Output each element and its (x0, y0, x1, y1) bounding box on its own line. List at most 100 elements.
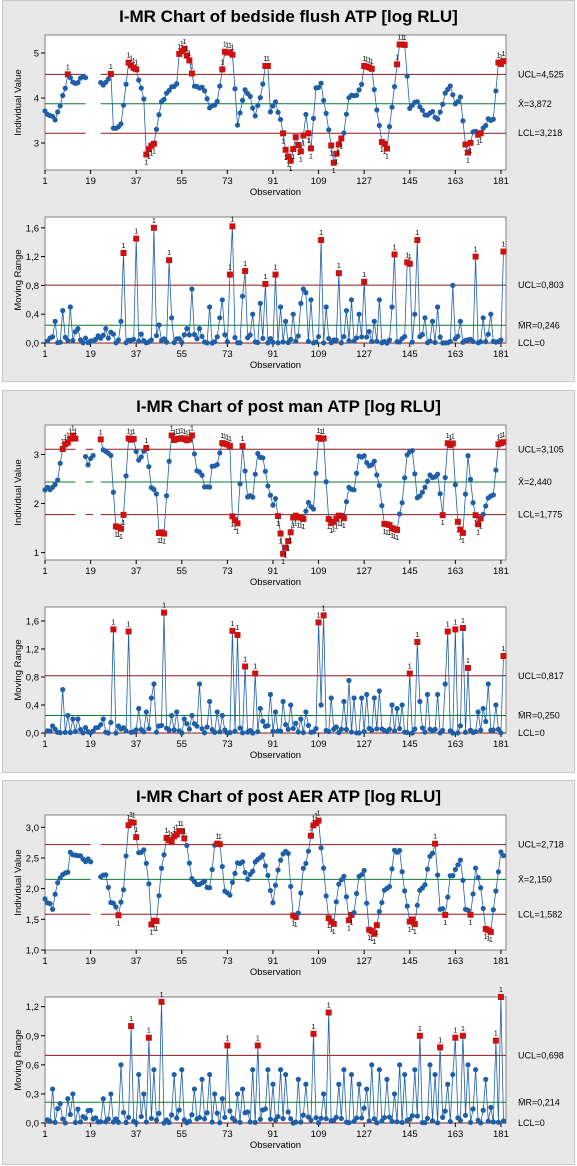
lcl-label: LCL=0 (518, 338, 545, 348)
data-point (341, 333, 347, 340)
out-of-control-point (173, 831, 180, 838)
x-tick-label: 91 (268, 349, 279, 360)
data-point (300, 865, 306, 871)
data-point (265, 723, 271, 729)
data-point (133, 727, 139, 733)
test-label: 1 (337, 263, 341, 270)
test-label: 1 (385, 154, 389, 161)
y-tick-label: 0,3 (26, 1089, 39, 1100)
test-label: 1 (220, 59, 224, 66)
out-of-control-point (143, 151, 150, 158)
out-of-control-point (181, 45, 188, 52)
data-point (98, 1119, 104, 1125)
data-point (346, 1120, 352, 1126)
data-point (371, 695, 377, 701)
data-point (442, 1108, 448, 1114)
data-point (171, 339, 177, 346)
data-point (105, 1116, 111, 1122)
out-of-control-point (477, 515, 484, 522)
data-point (318, 845, 324, 851)
test-label: 1 (502, 432, 506, 439)
data-point (163, 339, 170, 345)
data-point (255, 102, 261, 109)
x-tick-label: 145 (402, 349, 418, 360)
data-point (478, 727, 484, 733)
test-label: 1 (474, 247, 478, 254)
data-point (80, 730, 86, 736)
test-label: 1 (502, 242, 506, 249)
test-label: 1 (415, 632, 419, 639)
data-point (176, 336, 182, 342)
data-point (409, 339, 415, 345)
test-label: 1 (469, 148, 473, 155)
test-label: 1 (122, 520, 126, 527)
data-point (110, 489, 116, 495)
test-label: 1 (443, 920, 447, 927)
data-point (389, 304, 395, 310)
data-point (315, 84, 322, 91)
data-point (270, 339, 276, 345)
test-label: 1 (312, 1024, 316, 1031)
data-point (485, 1118, 491, 1124)
x-tick-label: 1 (42, 739, 47, 750)
data-point (260, 852, 266, 858)
data-point (346, 677, 352, 684)
data-point (267, 1116, 274, 1122)
y-tick-label: 2,5 (26, 853, 39, 864)
data-point (483, 339, 489, 345)
moving-range-chart: 0,0 0,4 0,8 1,2 1,6 1 19 37 55 73 91 109 127 145 163 18… (13, 216, 564, 371)
data-point (171, 727, 177, 733)
data-point (404, 729, 410, 736)
data-point (412, 1067, 418, 1073)
data-point (158, 865, 165, 871)
out-of-control-point (125, 822, 132, 829)
data-point (209, 1119, 215, 1125)
data-point (402, 888, 408, 894)
data-point (295, 1076, 301, 1082)
x-tick-label: 109 (311, 956, 327, 967)
data-point (399, 702, 405, 708)
data-point (422, 882, 428, 888)
test-label: 1 (230, 45, 234, 52)
out-of-control-point (325, 516, 332, 523)
out-of-control-point (287, 529, 294, 536)
data-point (397, 1062, 403, 1068)
out-of-control-point (153, 918, 160, 925)
data-point (245, 876, 251, 882)
out-of-control-point (459, 529, 466, 536)
data-point (429, 1118, 436, 1124)
test-label: 1 (453, 1028, 457, 1035)
data-point (435, 471, 441, 477)
data-point (239, 97, 246, 104)
out-of-control-point (145, 1034, 152, 1041)
data-point (247, 1119, 253, 1125)
data-point (442, 90, 448, 96)
data-point (318, 702, 324, 708)
data-point (462, 729, 469, 735)
data-point (348, 1071, 355, 1078)
data-point (480, 1107, 486, 1113)
data-point (300, 286, 306, 292)
test-label: 1 (499, 54, 503, 61)
data-point (303, 508, 309, 514)
chart-panel-bedside-flush: I-MR Chart of bedside flush ATP [log RLU… (2, 0, 575, 382)
data-point (298, 1119, 304, 1125)
data-point (348, 297, 355, 303)
data-point (250, 1067, 256, 1073)
data-point (252, 471, 258, 477)
out-of-control-point (409, 916, 416, 923)
data-point (115, 1119, 122, 1125)
data-point (98, 722, 104, 728)
y-tick-label: 3,0 (26, 823, 39, 834)
data-point (336, 881, 342, 887)
data-point (493, 888, 499, 894)
out-of-control-point (391, 251, 398, 258)
data-point (265, 1067, 271, 1073)
imr-chart-svg: 1,0 1,5 2,0 2,5 3,0 1 19 37 55 73 91 109 127 145 163 18… (13, 811, 564, 1151)
data-point (267, 691, 274, 698)
x-tick-label: 19 (85, 349, 96, 360)
x-tick-label: 19 (85, 956, 96, 967)
data-point (440, 906, 446, 912)
out-of-control-point (472, 512, 479, 519)
data-point (457, 94, 464, 100)
